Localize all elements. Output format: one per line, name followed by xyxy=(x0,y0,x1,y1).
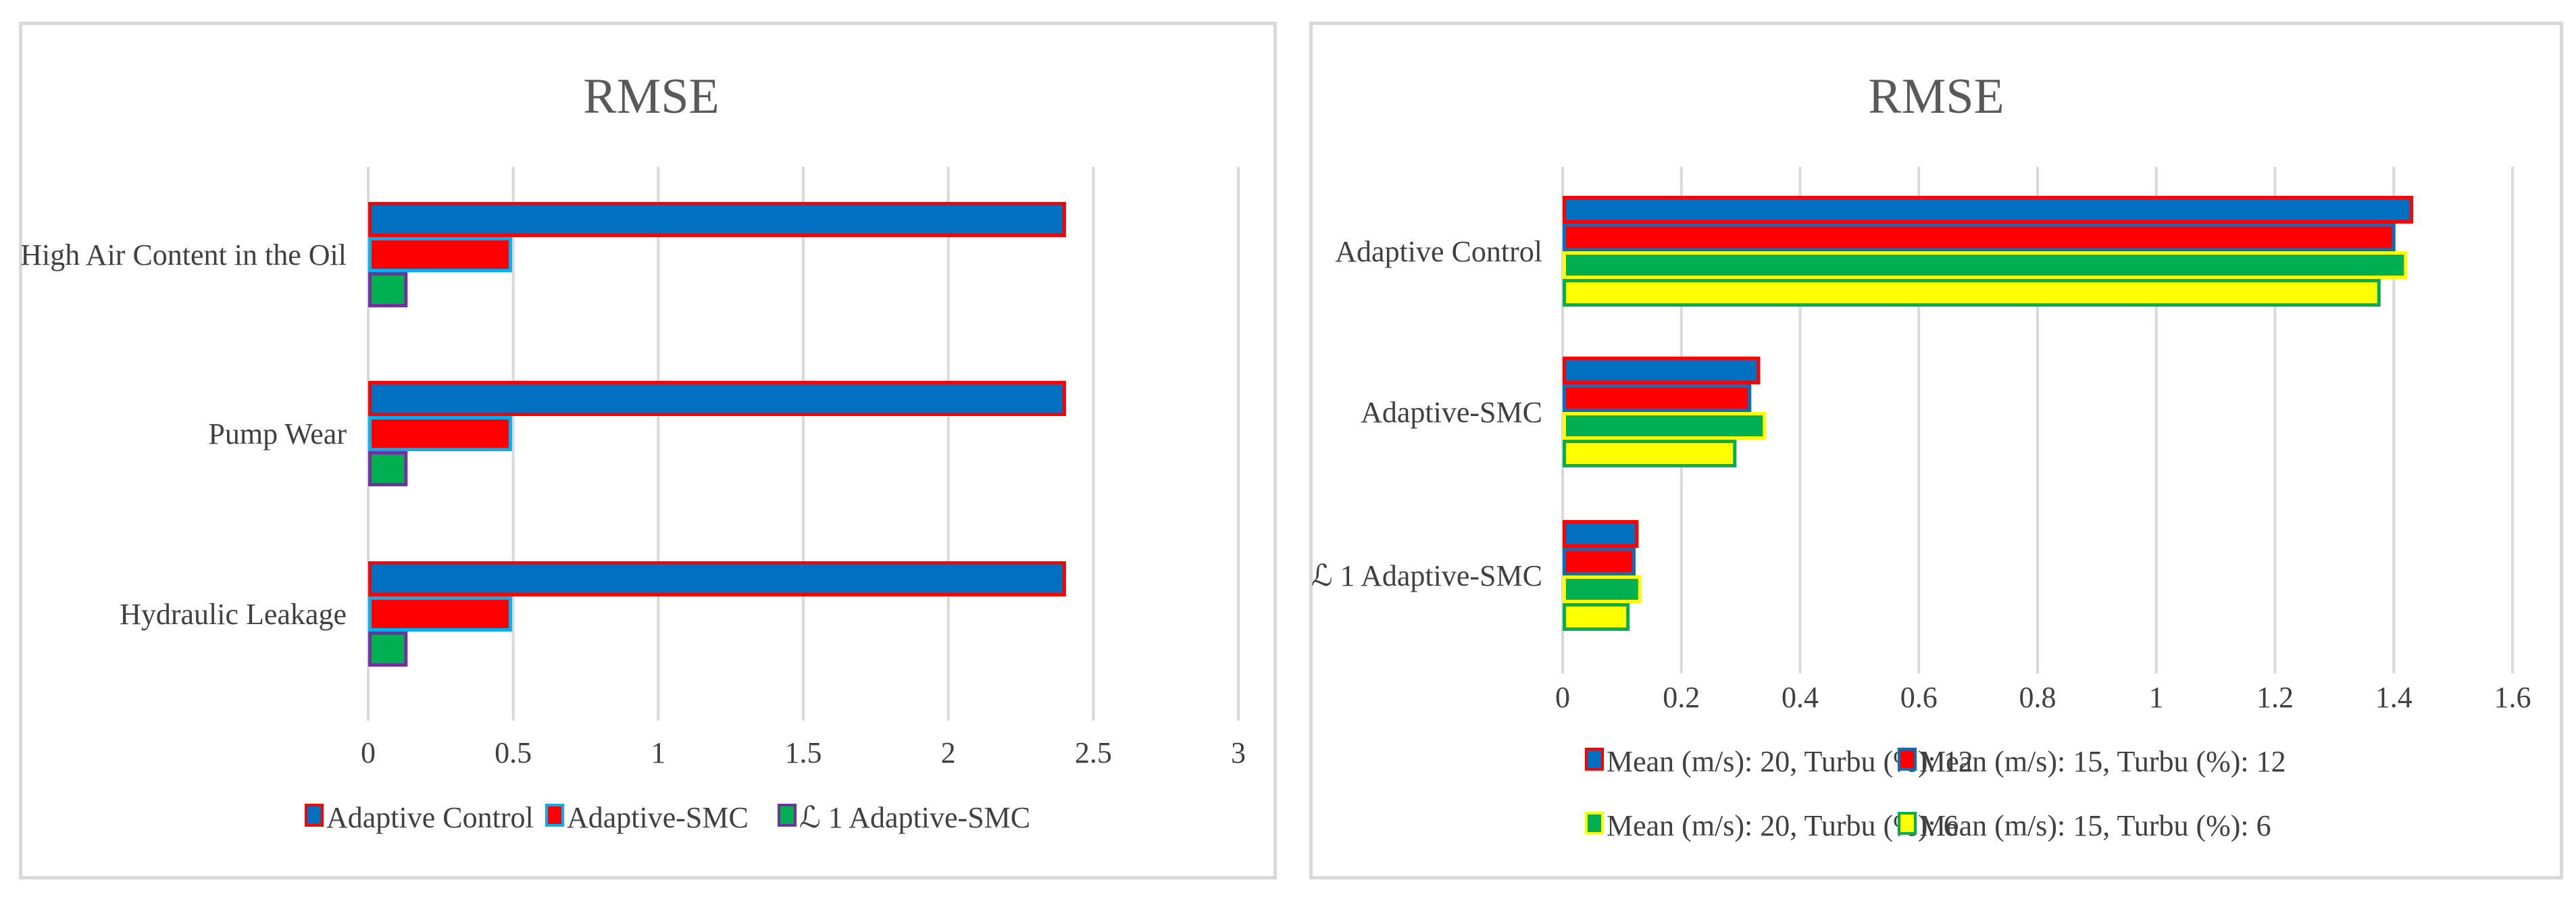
x-tick-label: 1.5 xyxy=(785,736,822,769)
chart-panel-left: RMSE High Air Content in the Oil Pump We… xyxy=(19,22,1277,879)
bar xyxy=(368,381,1066,416)
x-tick-label: 0.2 xyxy=(1663,681,1700,714)
bar xyxy=(1563,412,1767,440)
bar xyxy=(1563,251,2408,279)
legend-swatch xyxy=(1585,812,1604,835)
bar xyxy=(1563,603,1630,631)
bar xyxy=(368,596,512,632)
bar xyxy=(1563,548,1636,575)
x-tick-label: 1.4 xyxy=(2375,681,2413,714)
bar xyxy=(368,202,1066,237)
legend-swatch xyxy=(1585,748,1604,771)
bar xyxy=(1563,520,1639,548)
bar xyxy=(368,416,512,451)
x-tick-label: 0 xyxy=(361,736,376,769)
bar xyxy=(1563,575,1642,603)
category-label: ℒ 1 Adaptive-SMC xyxy=(1311,559,1542,592)
chart-title: RMSE xyxy=(583,69,719,124)
bar xyxy=(1563,196,2414,224)
x-tick-label: 0.5 xyxy=(495,736,532,769)
category-label: Pump Wear xyxy=(208,417,347,450)
bar xyxy=(368,451,408,486)
bar xyxy=(1563,279,2381,307)
bar xyxy=(1563,384,1752,412)
category-label: Adaptive Control xyxy=(1335,235,1542,268)
legend-swatch xyxy=(1898,812,1917,835)
chart-title: RMSE xyxy=(1868,69,2004,124)
bar xyxy=(1563,224,2396,251)
x-tick-label: 3 xyxy=(1231,736,1246,769)
x-tick-label: 1 xyxy=(651,736,665,769)
bar xyxy=(368,561,1066,596)
x-tick-label: 1 xyxy=(2149,681,2164,714)
x-tick-label: 1.2 xyxy=(2256,681,2294,714)
x-tick-label: 1.6 xyxy=(2494,681,2531,714)
chart-panel-right: RMSE Adaptive Control Adaptive-SMC ℒ 1 A… xyxy=(1309,22,2563,879)
legend-label: Adaptive-SMC xyxy=(567,801,749,834)
legend-swatch xyxy=(778,804,797,827)
category-label: Hydraulic Leakage xyxy=(120,598,347,631)
legend-swatch xyxy=(1898,748,1917,771)
x-tick-label: 0.6 xyxy=(1900,681,1938,714)
x-tick-label: 2 xyxy=(941,736,956,769)
chart-right-svg: RMSE Adaptive Control Adaptive-SMC ℒ 1 A… xyxy=(1311,69,2531,842)
legend-label: Adaptive Control xyxy=(326,801,534,834)
legend-swatch xyxy=(545,804,564,827)
legend-label: ℒ 1 Adaptive-SMC xyxy=(799,801,1030,834)
category-label: Adaptive-SMC xyxy=(1361,396,1542,429)
chart-left-svg: RMSE High Air Content in the Oil Pump We… xyxy=(20,69,1246,834)
bar xyxy=(368,237,512,272)
category-label: High Air Content in the Oil xyxy=(20,238,347,272)
bar xyxy=(1563,357,1761,384)
bar xyxy=(368,272,408,307)
legend-label: Mean (m/s): 15, Turbu (%): 12 xyxy=(1919,745,2286,778)
legend-label: Mean (m/s): 20, Turbu (%): 12 xyxy=(1607,745,1973,778)
x-tick-label: 0.8 xyxy=(2019,681,2056,714)
bar xyxy=(1563,440,1737,467)
legend-swatch xyxy=(305,804,324,827)
x-tick-label: 0 xyxy=(1555,681,1570,714)
legend-label: Mean (m/s): 15, Turbu (%): 6 xyxy=(1919,809,2271,842)
bar xyxy=(368,632,408,667)
x-tick-label: 2.5 xyxy=(1075,736,1112,769)
x-tick-label: 0.4 xyxy=(1782,681,1819,714)
